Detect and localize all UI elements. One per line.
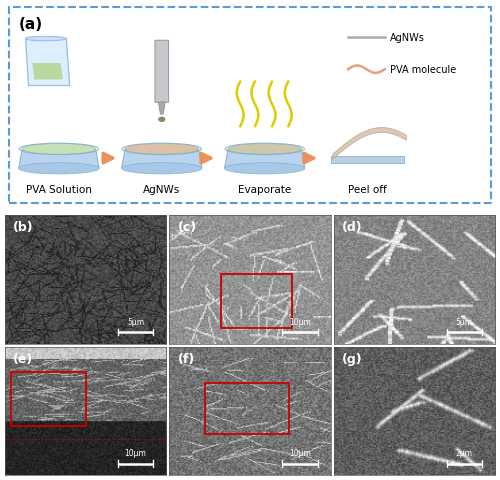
Text: Evaporate: Evaporate: [238, 184, 292, 194]
Text: AgNWs: AgNWs: [143, 184, 180, 194]
Ellipse shape: [26, 37, 66, 42]
Text: 5μm: 5μm: [127, 317, 144, 326]
Text: Peel off: Peel off: [348, 184, 387, 194]
Ellipse shape: [224, 163, 305, 175]
Text: 5μm: 5μm: [456, 317, 473, 326]
Text: (a): (a): [18, 17, 43, 32]
Polygon shape: [122, 150, 202, 169]
Ellipse shape: [122, 163, 202, 175]
Text: AgNWs: AgNWs: [390, 33, 424, 42]
Text: (d): (d): [342, 221, 362, 234]
Polygon shape: [18, 150, 99, 169]
Bar: [205, 383, 288, 434]
Text: (g): (g): [342, 352, 362, 365]
Polygon shape: [32, 64, 63, 80]
Text: (e): (e): [13, 352, 34, 365]
Ellipse shape: [18, 163, 99, 175]
Text: 10μm: 10μm: [124, 448, 146, 457]
Ellipse shape: [125, 144, 198, 155]
Ellipse shape: [22, 144, 96, 155]
Text: 10μm: 10μm: [289, 317, 311, 326]
Text: (c): (c): [178, 221, 197, 234]
Text: 10μm: 10μm: [289, 448, 311, 457]
Bar: [12, 372, 86, 427]
Bar: [331, 156, 404, 164]
Polygon shape: [26, 39, 70, 86]
FancyBboxPatch shape: [155, 41, 168, 103]
Polygon shape: [158, 103, 165, 115]
Polygon shape: [224, 150, 305, 169]
Ellipse shape: [158, 118, 165, 122]
Text: PVA molecule: PVA molecule: [390, 65, 456, 75]
Bar: [221, 275, 292, 328]
Ellipse shape: [228, 144, 302, 155]
Text: 2μm: 2μm: [456, 448, 473, 457]
Text: (b): (b): [13, 221, 34, 234]
Text: PVA Solution: PVA Solution: [26, 184, 92, 194]
Text: (f): (f): [178, 352, 194, 365]
